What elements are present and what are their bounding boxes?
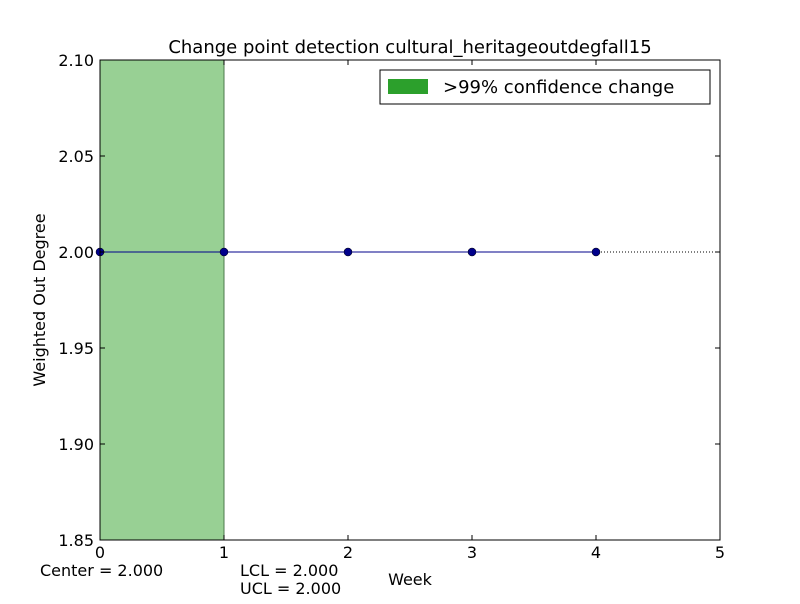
plot-area: 0 1 2 3 4 5 1.85 1.90 1.95 2.00 2.05 2.10 [58, 51, 725, 562]
data-point-0-4 [591, 247, 601, 257]
x-axis-label: Week [388, 570, 433, 589]
ucl-annotation: UCL = 2.000 [240, 579, 341, 598]
data-point-0-2 [343, 247, 353, 257]
x-tick-label-4: 4 [591, 543, 601, 562]
legend-box [379, 69, 711, 105]
x-tick-label-1: 1 [219, 543, 229, 562]
lcl-annotation: LCL = 2.000 [240, 561, 338, 580]
y-tick-label-0: 1.85 [58, 531, 94, 550]
legend: >99% confidence change [379, 69, 711, 105]
chart-title: Change point detection cultural_heritage… [168, 37, 651, 58]
y-tick-label-2: 1.95 [58, 339, 94, 358]
legend-label: >99% confidence change [443, 77, 674, 98]
legend-swatch [388, 79, 428, 94]
x-tick-label-5: 5 [715, 543, 725, 562]
y-tick-label-1: 1.90 [58, 435, 94, 454]
y-tick-label-4: 2.05 [58, 147, 94, 166]
x-tick-label-3: 3 [467, 543, 477, 562]
data-point-0-3 [467, 247, 477, 257]
x-tick-label-0: 0 [95, 543, 105, 562]
axes-frame [99, 59, 721, 541]
y-tick-label-5: 2.10 [58, 51, 94, 70]
center-annotation: Center = 2.000 [40, 561, 163, 580]
confidence-region-0 [100, 60, 224, 540]
y-tick-label-3: 2.00 [58, 243, 94, 262]
y-axis-label: Weighted Out Degree [30, 213, 49, 386]
data-point-0-1 [219, 247, 229, 257]
x-tick-label-2: 2 [343, 543, 353, 562]
